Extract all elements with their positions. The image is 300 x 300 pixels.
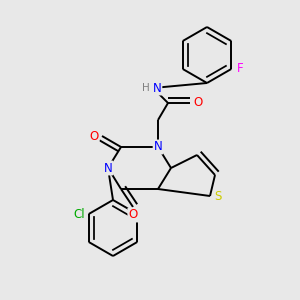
Text: S: S — [214, 190, 222, 202]
Text: O: O — [128, 208, 138, 221]
Text: N: N — [154, 140, 162, 154]
Text: O: O — [194, 97, 202, 110]
Text: N: N — [103, 161, 112, 175]
Text: H: H — [142, 83, 150, 93]
Text: O: O — [89, 130, 99, 142]
Text: N: N — [153, 82, 161, 94]
Text: F: F — [237, 62, 244, 76]
Text: Cl: Cl — [73, 208, 85, 220]
